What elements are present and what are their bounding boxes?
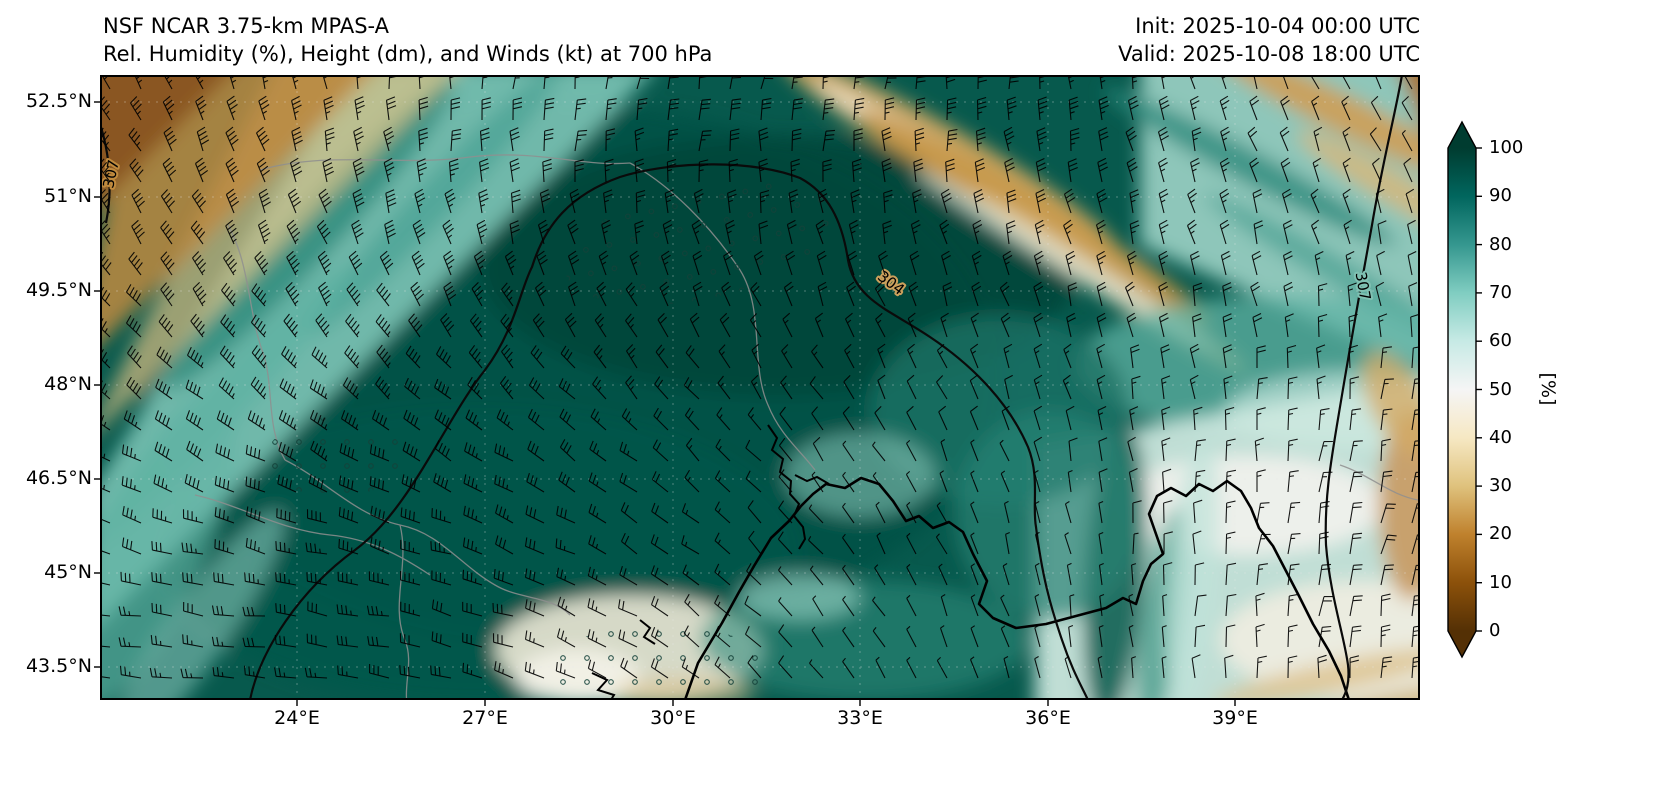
model-title: NSF NCAR 3.75-km MPAS-A: [103, 14, 390, 38]
y-tick-label: 51°N: [44, 185, 92, 207]
field-title: Rel. Humidity (%), Height (dm), and Wind…: [103, 42, 713, 66]
y-tick-label: 43.5°N: [25, 655, 92, 677]
gridlines: [100, 75, 1420, 700]
contour-label-307-right: 307: [1352, 270, 1375, 301]
coastlines: [683, 476, 1351, 700]
humidity-field: [100, 75, 1420, 700]
colorbar-tick-label: 30: [1489, 475, 1512, 497]
x-tick-label: 30°E: [650, 707, 696, 729]
colorbar-tick-label: 60: [1489, 330, 1512, 352]
wind-barbs: [100, 75, 1420, 679]
colorbar-tick-label: 20: [1489, 523, 1512, 545]
colorbar-tick-label: 90: [1489, 185, 1512, 207]
map-canvas: 304 307 307: [100, 75, 1420, 700]
colorbar-unit-label: [%]: [1537, 372, 1559, 406]
title-block: NSF NCAR 3.75-km MPAS-A Rel. Humidity (%…: [103, 12, 712, 68]
rivers: [591, 424, 830, 700]
colorbar-top-extend: [1448, 122, 1476, 148]
x-tick-label: 24°E: [274, 707, 320, 729]
y-tick-label: 46.5°N: [25, 467, 92, 489]
colorbar-tick-label: 0: [1489, 620, 1501, 641]
plot-border: [100, 75, 1420, 700]
map-plot: 304 307 307: [100, 75, 1420, 700]
colorbar-tick-label: 40: [1489, 426, 1512, 448]
colorbar-tick-label: 10: [1489, 571, 1512, 593]
colorbar-gradient: [1448, 148, 1476, 631]
colorbar-tick-label: 80: [1489, 233, 1512, 255]
colorbar-ticks: [1476, 147, 1482, 632]
valid-time: Valid: 2025-10-08 18:00 UTC: [1118, 42, 1420, 66]
time-block: Init: 2025-10-04 00:00 UTC Valid: 2025-1…: [1118, 12, 1420, 68]
colorbar-tick-label: 70: [1489, 281, 1512, 303]
init-time: Init: 2025-10-04 00:00 UTC: [1135, 14, 1420, 38]
stipple-regions: [267, 181, 836, 700]
colorbar: [1447, 120, 1482, 659]
x-tick-label: 33°E: [837, 707, 883, 729]
colorbar-tick-label: 100: [1489, 137, 1524, 158]
colorbar-outline: [1447, 120, 1477, 659]
colorbar-tick-label: 50: [1489, 378, 1512, 400]
y-tick-label: 49.5°N: [25, 279, 92, 301]
y-tick-label: 52.5°N: [25, 90, 92, 112]
x-tick-label: 27°E: [462, 707, 508, 729]
colorbar-bottom-extend: [1448, 631, 1476, 657]
y-tick-label: 45°N: [44, 561, 92, 583]
x-tick-label: 39°E: [1212, 707, 1258, 729]
y-tick-label: 48°N: [44, 373, 92, 395]
x-tick-label: 36°E: [1025, 707, 1071, 729]
